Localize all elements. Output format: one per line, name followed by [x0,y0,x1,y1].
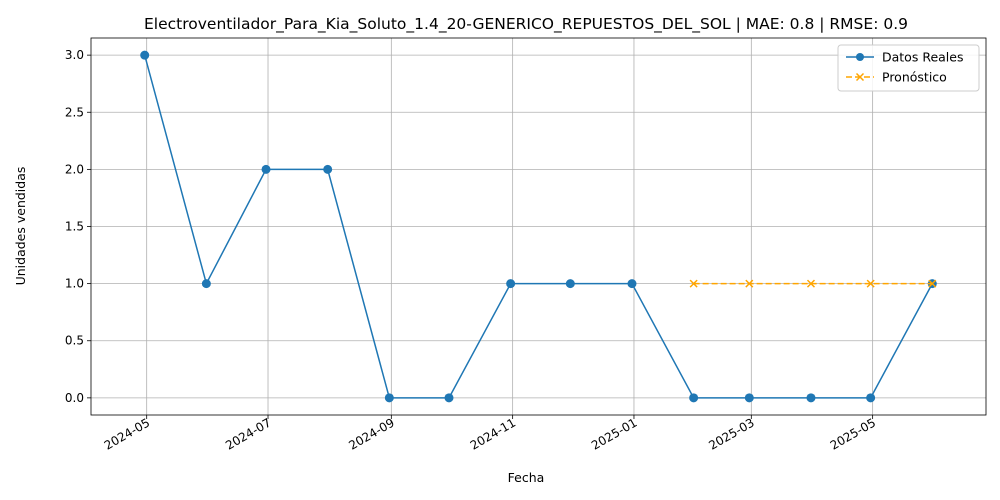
data-point [323,164,333,174]
data-point [201,279,211,289]
y-axis-label: Unidades vendidas [13,167,28,286]
data-point [689,393,699,403]
legend-item: Datos Reales [846,50,963,65]
y-tick-label: 0.0 [65,391,84,405]
series-line-1 [143,54,933,399]
forecast-point [689,279,698,288]
data-point [866,393,876,403]
y-axis: 0.0 0.5 1.0 1.5 2.0 2.5 3.0 [65,48,91,405]
y-tick-label: 3.0 [65,48,84,62]
y-tick-label: 1.5 [65,220,84,234]
y-tick-label: 1.0 [65,277,84,291]
marker-stroke [928,279,937,288]
x-axis: 2024-05 2024-07 2024-09 2024-11 2025-01 2025-… [102,415,878,453]
x-tick-label: 2025-01 [589,415,639,452]
x-tick-label: 2024-09 [346,415,396,452]
data-point [261,164,271,174]
forecast-point [866,279,875,288]
legend-label: Datos Reales [882,50,963,65]
y-tick-label: 2.0 [65,162,84,176]
x-tick-label: 2024-11 [468,415,518,452]
legend-marker [856,53,864,61]
y-tick-label: 2.5 [65,105,84,119]
data-point [806,393,816,403]
legend: Datos Reales Pronóstico [837,44,980,92]
data-point [744,393,754,403]
marker-stroke [806,279,816,288]
x-axis-label: Fecha [508,470,545,485]
data-point [384,393,394,403]
legend-item: Pronóstico [846,70,947,85]
grid [91,38,986,415]
forecast-point [806,279,816,288]
x-tick-label: 2024-07 [223,415,273,452]
data-point [565,279,575,289]
data-point [627,279,637,289]
marker-stroke [745,279,754,288]
y-tick-label: 0.5 [65,334,84,348]
x-tick-label: 2025-05 [828,415,878,452]
marker-stroke [689,279,698,288]
forecast-point [745,279,754,288]
chart-title: Electroventilador_Para_Kia_Soluto_1.4_20… [144,15,908,34]
data-point [444,393,454,403]
series-layer [140,50,937,403]
data-point [506,279,516,289]
forecast-point [928,279,937,288]
x-tick-label: 2024-05 [102,415,152,452]
legend-marker [855,72,865,82]
legend-label: Pronóstico [882,70,947,85]
x-tick-label: 2025-03 [706,415,756,452]
plot-frame [90,37,987,416]
marker-stroke [866,279,875,288]
data-point [140,50,150,60]
